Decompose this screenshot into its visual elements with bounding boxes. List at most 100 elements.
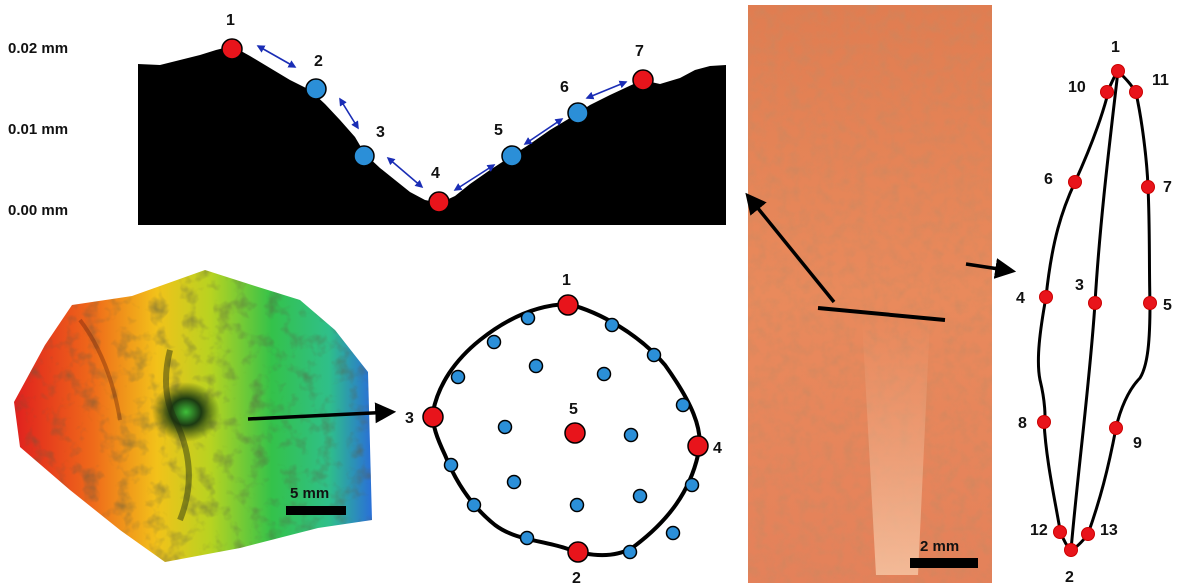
contour-point <box>506 474 522 490</box>
elongated-outline-right <box>1070 69 1152 552</box>
elongated-point-8 <box>1037 415 1051 429</box>
elongated-point-1 <box>1111 64 1125 78</box>
profile-point-3 <box>353 145 375 167</box>
elongated-point-12 <box>1053 525 1067 539</box>
elongated-label-11: 11 <box>1152 72 1169 89</box>
profile-point-1 <box>221 38 243 60</box>
profile-point-6 <box>567 102 589 124</box>
double-arrow-2-3 <box>339 97 359 130</box>
elongated-point-9 <box>1109 421 1123 435</box>
contour-red-points <box>422 294 709 563</box>
elongated-point-6 <box>1068 175 1082 189</box>
contour-point <box>596 366 612 382</box>
contour-point-3 <box>422 406 444 428</box>
profile-point-2 <box>305 78 327 100</box>
contour-panel: 1 2 3 4 5 <box>405 272 722 587</box>
contour-point <box>497 419 513 435</box>
contour-point-1 <box>557 294 579 316</box>
photo-panel: 2 mm <box>745 5 1017 583</box>
elongated-label-8: 8 <box>1018 415 1027 432</box>
y-axis-label-mid: 0.01 mm <box>8 121 68 138</box>
contour-blue-points <box>443 310 700 560</box>
elongated-label-2: 2 <box>1065 569 1074 586</box>
elongated-point-7 <box>1141 180 1155 194</box>
profile-label-2: 2 <box>314 53 323 70</box>
contour-point <box>646 347 662 363</box>
contour-point <box>486 334 502 350</box>
photo-to-outline-arrow <box>965 258 1017 279</box>
elongated-label-12: 12 <box>1030 522 1048 539</box>
profile-point-labels: 1 2 3 4 5 6 7 <box>226 12 644 182</box>
contour-point-4 <box>687 435 709 457</box>
heatmap-panel: 5 mm <box>14 270 397 562</box>
contour-point <box>675 397 691 413</box>
photo-groove <box>862 320 930 575</box>
photo-scale-label: 2 mm <box>920 538 959 555</box>
contour-label-4: 4 <box>713 440 722 457</box>
contour-point <box>604 317 620 333</box>
heatmap-scale-bar <box>286 506 346 515</box>
profile-label-6: 6 <box>560 79 569 96</box>
contour-point-2 <box>567 541 589 563</box>
elongated-point-labels: 1 2 3 4 5 6 7 8 9 10 11 12 13 <box>1016 39 1172 586</box>
elongated-panel: 1 2 3 4 5 6 7 8 9 10 11 12 13 <box>1016 39 1172 586</box>
profile-arrows <box>256 45 628 191</box>
profile-point-7 <box>632 69 654 91</box>
double-arrow-4-5 <box>453 164 496 191</box>
y-axis-label-top: 0.02 mm <box>8 40 68 57</box>
profile-label-1: 1 <box>226 12 235 29</box>
contour-label-2: 2 <box>572 570 581 587</box>
double-arrow-1-2 <box>256 45 297 68</box>
elongated-label-7: 7 <box>1163 179 1172 196</box>
profile-label-7: 7 <box>635 43 644 60</box>
contour-label-3: 3 <box>405 410 414 427</box>
contour-point <box>528 358 544 374</box>
contour-point <box>623 427 639 443</box>
profile-panel: 0.02 mm 0.01 mm 0.00 mm 1 2 3 4 5 <box>8 12 726 225</box>
contour-point <box>622 544 638 560</box>
elongated-label-3: 3 <box>1075 277 1084 294</box>
elongated-outline-center <box>1069 70 1120 551</box>
heatmap-pit <box>152 382 220 442</box>
photo-to-profile-arrow <box>745 192 836 304</box>
contour-point <box>684 477 700 493</box>
heatmap-ridge <box>163 349 192 522</box>
contour-label-5: 5 <box>569 401 578 418</box>
elongated-label-1: 1 <box>1111 39 1120 56</box>
contour-point <box>443 457 459 473</box>
profile-points <box>221 38 654 213</box>
contour-point <box>466 497 482 513</box>
contour-point-labels: 1 2 3 4 5 <box>405 272 722 587</box>
profile-silhouette <box>138 46 726 225</box>
elongated-outline-left <box>1036 70 1120 552</box>
elongated-label-6: 6 <box>1044 171 1053 188</box>
profile-label-3: 3 <box>376 124 385 141</box>
contour-point <box>519 530 535 546</box>
double-arrow-5-6 <box>523 118 564 145</box>
elongated-point-11 <box>1129 85 1143 99</box>
profile-point-5 <box>501 145 523 167</box>
photo-section-line <box>817 306 946 322</box>
photo-texture <box>748 5 992 583</box>
elongated-label-10: 10 <box>1068 79 1086 96</box>
elongated-point-2 <box>1064 543 1078 557</box>
photo-scale-bar <box>910 558 978 568</box>
elongated-points <box>1037 64 1157 557</box>
contour-point <box>450 369 466 385</box>
double-arrow-3-4 <box>386 156 424 189</box>
heatmap-crack <box>78 318 122 421</box>
elongated-label-5: 5 <box>1163 297 1172 314</box>
elongated-label-13: 13 <box>1100 522 1118 539</box>
contour-point <box>520 310 536 326</box>
elongated-point-4 <box>1039 290 1053 304</box>
contour-label-1: 1 <box>562 272 571 289</box>
heatmap-to-contour-arrow <box>247 402 397 424</box>
contour-point <box>632 488 648 504</box>
elongated-point-5 <box>1143 296 1157 310</box>
contour-point <box>665 525 681 541</box>
elongated-label-9: 9 <box>1133 435 1142 452</box>
contour-point-5 <box>564 422 586 444</box>
profile-label-5: 5 <box>494 122 503 139</box>
profile-point-4 <box>428 191 450 213</box>
